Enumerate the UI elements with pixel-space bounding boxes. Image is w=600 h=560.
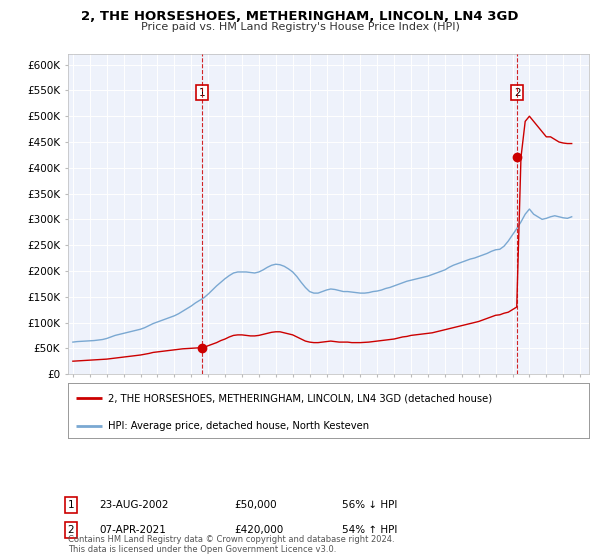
Text: £420,000: £420,000 — [234, 525, 283, 535]
Text: 1: 1 — [67, 500, 74, 510]
Text: 2, THE HORSESHOES, METHERINGHAM, LINCOLN, LN4 3GD (detached house): 2, THE HORSESHOES, METHERINGHAM, LINCOLN… — [109, 394, 493, 403]
Text: 23-AUG-2002: 23-AUG-2002 — [99, 500, 169, 510]
Text: Contains HM Land Registry data © Crown copyright and database right 2024.
This d: Contains HM Land Registry data © Crown c… — [68, 535, 394, 554]
Text: 2: 2 — [67, 525, 74, 535]
Text: Price paid vs. HM Land Registry's House Price Index (HPI): Price paid vs. HM Land Registry's House … — [140, 22, 460, 32]
Text: 1: 1 — [199, 88, 205, 97]
Text: HPI: Average price, detached house, North Kesteven: HPI: Average price, detached house, Nort… — [109, 421, 370, 431]
Text: £50,000: £50,000 — [234, 500, 277, 510]
Text: 2: 2 — [514, 88, 520, 97]
Text: 2, THE HORSESHOES, METHERINGHAM, LINCOLN, LN4 3GD: 2, THE HORSESHOES, METHERINGHAM, LINCOLN… — [81, 10, 519, 23]
Text: 54% ↑ HPI: 54% ↑ HPI — [342, 525, 397, 535]
Text: 07-APR-2021: 07-APR-2021 — [99, 525, 166, 535]
Text: 56% ↓ HPI: 56% ↓ HPI — [342, 500, 397, 510]
